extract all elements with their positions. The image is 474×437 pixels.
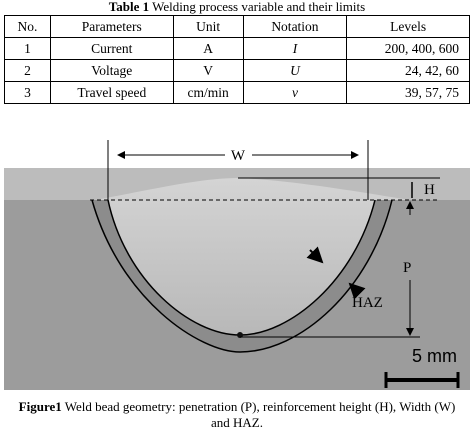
table-cell: 39, 57, 75 xyxy=(346,81,470,104)
table-cell: Current xyxy=(49,37,174,60)
table-row: 1 Current A I 200, 400, 600 xyxy=(4,37,470,60)
table-cell: Voltage xyxy=(49,59,174,82)
weld-figure: W H P HAZ 5 mm xyxy=(4,140,470,390)
header-cell: Levels xyxy=(346,15,470,38)
caption-label: Figure1 xyxy=(18,399,62,414)
haz-line xyxy=(91,199,393,353)
caption-text: Welding process variable and their limit… xyxy=(152,0,366,14)
parameter-table: No. Parameters Unit Notation Levels 1 Current… xyxy=(4,15,470,104)
header-cell: No. xyxy=(4,15,51,38)
weld-bead xyxy=(95,178,410,335)
header-cell: Parameters xyxy=(49,15,174,38)
width-label: W xyxy=(231,148,246,164)
header-cell: Notation xyxy=(242,15,348,38)
header-cell: Unit xyxy=(172,15,244,38)
fusion-pointer xyxy=(306,246,324,264)
table-cell: v xyxy=(242,81,348,104)
table-cell: I xyxy=(242,37,348,60)
table-cell: A xyxy=(172,37,244,60)
penetration-label: P xyxy=(403,260,411,276)
table-cell: 3 xyxy=(4,81,51,104)
figure-caption: Figure1 Weld bead geometry: penetration … xyxy=(10,399,464,431)
table-cell: cm/min xyxy=(172,81,244,104)
table-cell: 200, 400, 600 xyxy=(346,37,470,60)
haz-pointer xyxy=(348,282,366,300)
table-cell: 1 xyxy=(4,37,51,60)
table-cell: 24, 42, 60 xyxy=(346,59,470,82)
table-cell: U xyxy=(242,59,348,82)
header-row: No. Parameters Unit Notation Levels xyxy=(4,15,470,38)
table-row: 3 Travel speed cm/min v 39, 57, 75 xyxy=(4,81,470,104)
table-cell: Travel speed xyxy=(49,81,174,104)
table-row: 2 Voltage V U 24, 42, 60 xyxy=(4,59,470,82)
scale-label: 5 mm xyxy=(412,346,457,366)
table-cell: 2 xyxy=(4,59,51,82)
height-label: H xyxy=(424,182,435,198)
table-body: 1 Current A I 200, 400, 600 2 Voltage V U 24, 42,… xyxy=(4,37,470,104)
table-caption: Table 1 Welding process variable and the… xyxy=(0,0,474,14)
caption-text: Weld bead geometry: penetration (P), rei… xyxy=(64,399,456,430)
caption-label: Table 1 xyxy=(108,0,150,14)
table-cell: V xyxy=(172,59,244,82)
haz-label: HAZ xyxy=(352,295,383,311)
